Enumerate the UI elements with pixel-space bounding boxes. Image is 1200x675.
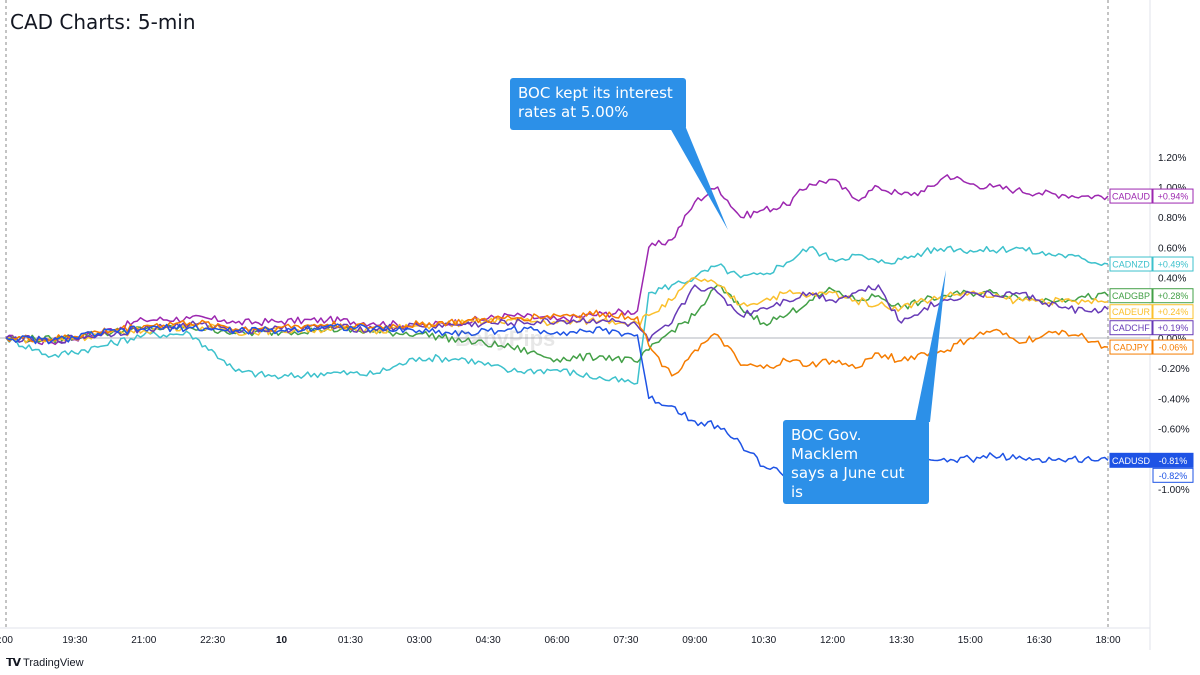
value-tag-cadusd: -0.81% — [1159, 456, 1188, 466]
price-label-cadeur: CADEUR +0.24% — [1109, 304, 1194, 320]
value-tag-cadchf: +0.19% — [1158, 323, 1189, 333]
annotation-macklem-line: says a June cut is — [791, 464, 905, 501]
secondary-value-box — [1152, 467, 1194, 483]
x-tick-label: 18:00 — [1095, 635, 1120, 646]
value-tag-box — [1152, 256, 1194, 272]
annotation-rates: BOC kept its interest rates at 5.00% — [510, 78, 686, 130]
pair-tag-box — [1109, 304, 1153, 320]
y-tick-label: 0.00% — [1158, 334, 1186, 345]
value-tag-cadgbp: +0.28% — [1158, 291, 1189, 301]
x-tick-label: 13:30 — [889, 635, 914, 646]
annotation-macklem-line: "within the realm — [791, 502, 921, 520]
series-line-cadnzd — [5, 245, 1109, 385]
price-label-cadchf: CADCHF +0.19% — [1109, 320, 1194, 336]
x-tick-label: 07:30 — [613, 635, 638, 646]
pair-tag-cadusd: CADUSD — [1112, 456, 1151, 466]
pair-tag-cadeur: CADEUR — [1112, 307, 1151, 317]
pair-tag-cadjpy: CADJPY — [1113, 343, 1149, 353]
annotation-rates-line: rates at 5.00% — [518, 103, 629, 121]
x-tick-label: 15:00 — [958, 635, 983, 646]
tradingview-icon: 𝗧𝗩 — [6, 657, 21, 669]
value-tag-box — [1152, 304, 1194, 320]
price-label-cadusd: CADUSD -0.81% — [1109, 452, 1194, 468]
pair-tag-cadchf: CADCHF — [1112, 323, 1150, 333]
annotation-macklem-pointer — [915, 270, 946, 422]
annotation-macklem-line: BOC Gov. Macklem — [791, 426, 862, 463]
series-line-cadjpy — [5, 309, 1109, 377]
annotation-rates-line: BOC kept its interest — [518, 84, 673, 102]
pair-tag-cadnzd: CADNZD — [1112, 260, 1150, 270]
chart-title: CAD Charts: 5-min — [10, 10, 196, 34]
x-tick-label: 10 — [276, 635, 288, 646]
y-tick-label: -0.60% — [1158, 425, 1190, 436]
value-tag-box — [1152, 188, 1194, 204]
price-label-cadnzd: CADNZD +0.49% — [1109, 256, 1194, 272]
y-tick-label: -1.00% — [1158, 485, 1190, 496]
x-tick-label: 06:00 — [544, 635, 569, 646]
x-tick-label: 01:30 — [338, 635, 363, 646]
x-tick-label: 16:30 — [1027, 635, 1052, 646]
y-tick-label: 0.60% — [1158, 243, 1186, 254]
watermark: BabyPips — [455, 326, 556, 351]
value-tag-cadnzd: +0.49% — [1158, 260, 1189, 270]
price-label-cadjpy: CADJPY -0.06% — [1109, 339, 1194, 355]
x-tick-label: 09:00 — [682, 635, 707, 646]
pair-tag-box — [1109, 452, 1153, 468]
secondary-value-label: -0.82% — [1159, 471, 1188, 481]
series-line-cadaud — [5, 174, 1109, 346]
value-tag-box — [1152, 320, 1194, 336]
x-tick-label: 10:30 — [751, 635, 776, 646]
y-tick-label: 0.80% — [1158, 213, 1186, 224]
pair-tag-box — [1109, 339, 1153, 355]
price-label-cadaud: CADAUD +0.94% — [1109, 188, 1194, 204]
tradingview-logo[interactable]: 𝗧𝗩 TradingView — [6, 656, 84, 670]
x-tick-label: 04:30 — [476, 635, 501, 646]
y-tick-label: -0.40% — [1158, 394, 1190, 405]
y-tick-label: 1.20% — [1158, 153, 1186, 164]
pair-tag-cadaud: CADAUD — [1112, 192, 1151, 202]
value-tag-cadaud: +0.94% — [1158, 192, 1189, 202]
pair-tag-box — [1109, 256, 1153, 272]
price-label-cadgbp: CADGBP +0.28% — [1109, 288, 1194, 304]
y-tick-label: 0.40% — [1158, 274, 1186, 285]
series-line-cadeur — [5, 276, 1109, 344]
annotation-macklem: BOC Gov. Macklem says a June cut is "wit… — [783, 420, 929, 539]
y-tick-label: -0.20% — [1158, 364, 1190, 375]
pair-tag-cadgbp: CADGBP — [1112, 291, 1150, 301]
value-tag-box — [1152, 288, 1194, 304]
annotation-macklem-line: of possibilities" — [791, 521, 905, 539]
pair-tag-box — [1109, 320, 1153, 336]
x-tick-label: 12:00 — [820, 635, 845, 646]
pair-tag-box — [1109, 288, 1153, 304]
series-line-cadusd — [5, 323, 1109, 477]
pair-tag-box — [1109, 188, 1153, 204]
annotation-rates-pointer — [670, 128, 728, 230]
x-tick-label: 22:30 — [200, 635, 225, 646]
value-tag-box — [1152, 452, 1194, 468]
x-tick-label: 21:00 — [131, 635, 156, 646]
x-tick-label: :00 — [0, 635, 13, 646]
x-tick-label: 19:30 — [62, 635, 87, 646]
value-tag-box — [1152, 339, 1194, 355]
x-tick-label: 03:00 — [407, 635, 432, 646]
value-tag-cadeur: +0.24% — [1158, 307, 1189, 317]
value-tag-cadjpy: -0.06% — [1159, 343, 1188, 353]
price-labels: CADAUD +0.94% CADNZD +0.49% CADGBP +0.28% CADE… — [1109, 188, 1194, 483]
tradingview-label: TradingView — [23, 656, 84, 669]
y-tick-label: 1.00% — [1158, 183, 1186, 194]
